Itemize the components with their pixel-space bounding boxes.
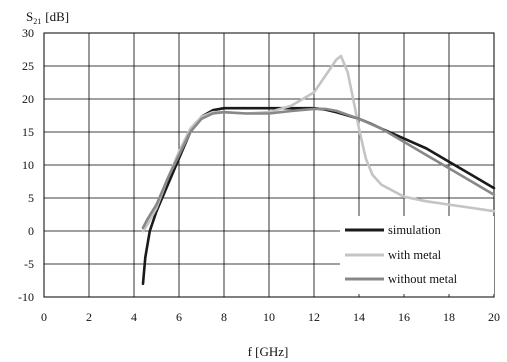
y-tick-label: 25 <box>22 59 34 73</box>
y-axis-label: S21 [dB] <box>26 9 69 26</box>
x-tick-label: 8 <box>221 310 227 324</box>
series-lines <box>141 54 496 286</box>
x-tick-label: 14 <box>353 310 365 324</box>
x-tick-label: 0 <box>41 310 47 324</box>
y-tick-label: -10 <box>18 290 34 304</box>
legend: simulation with metal without metal <box>340 216 494 294</box>
x-tick-label: 20 <box>488 310 500 324</box>
y-tick-label: 15 <box>22 125 34 139</box>
legend-label: simulation <box>388 223 442 237</box>
series-line-simulation <box>141 106 496 286</box>
y-tick-label: 20 <box>22 92 34 106</box>
y-tick-label: 10 <box>22 158 34 172</box>
x-tick-labels: 0 2 4 6 8 10 12 14 16 18 20 <box>41 310 500 324</box>
x-tick-label: 10 <box>263 310 275 324</box>
y-tick-label: 30 <box>22 26 34 40</box>
x-tick-label: 18 <box>443 310 455 324</box>
x-tick-label: 4 <box>131 310 137 324</box>
y-tick-label: -5 <box>24 257 34 271</box>
x-tick-label: 6 <box>176 310 182 324</box>
y-tick-labels: -10 -5 0 5 10 15 20 25 30 <box>18 26 34 304</box>
y-tick-label: 5 <box>28 191 34 205</box>
x-tick-label: 12 <box>308 310 320 324</box>
series-line-with-metal <box>141 54 496 233</box>
legend-label: with metal <box>388 248 442 262</box>
x-axis-label: f [GHz] <box>248 344 289 359</box>
x-tick-label: 2 <box>86 310 92 324</box>
x-tick-label: 16 <box>398 310 410 324</box>
y-tick-label: 0 <box>28 224 34 238</box>
plot-frame <box>43 32 495 298</box>
legend-label: without metal <box>388 272 458 286</box>
series-line-without-metal <box>141 107 496 229</box>
